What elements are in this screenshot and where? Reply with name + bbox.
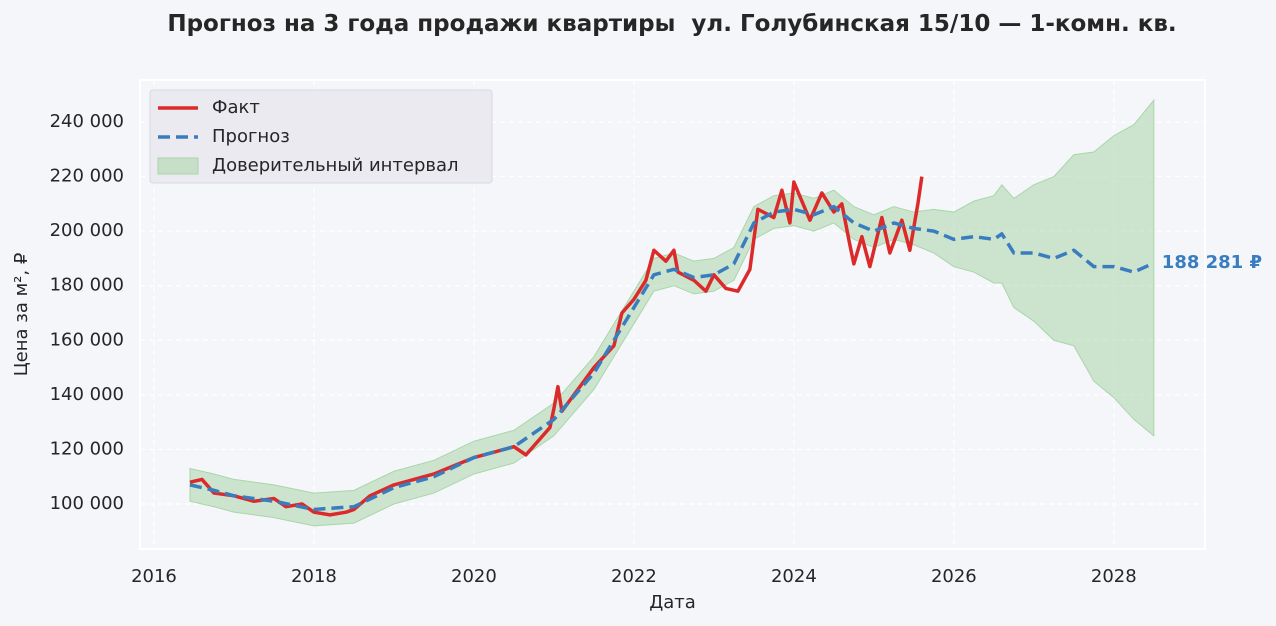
x-tick-label: 2018 — [291, 566, 337, 587]
y-tick-label: 100 000 — [50, 493, 124, 514]
y-tick-label: 120 000 — [50, 438, 124, 459]
annotation: 188 281 ₽ — [1162, 252, 1262, 273]
x-tick-label: 2016 — [131, 566, 177, 587]
x-axis-label: Дата — [649, 592, 696, 613]
y-tick-label: 140 000 — [50, 384, 124, 405]
line — [189, 176, 924, 517]
y-tick-label: 200 000 — [50, 220, 124, 241]
y-axis-label: Цена за м², ₽ — [11, 253, 32, 377]
y-tick-label: 220 000 — [50, 166, 124, 187]
legend-label: Прогноз — [212, 126, 290, 147]
x-tick-label: 2026 — [931, 566, 977, 587]
x-tick-label: 2020 — [451, 566, 497, 587]
legend-label: Факт — [212, 97, 260, 118]
chart-title: Прогноз на 3 года продажи квартиры ул. Г… — [167, 11, 1177, 37]
legend-label: Доверительный интервал — [212, 155, 459, 176]
legend-box — [149, 89, 493, 184]
legend-swatch — [157, 157, 199, 175]
y-tick-label: 240 000 — [50, 111, 124, 132]
x-tick-label: 2024 — [771, 566, 817, 587]
y-tick-label: 160 000 — [50, 329, 124, 350]
x-tick-label: 2028 — [1091, 566, 1137, 587]
x-tick-label: 2022 — [611, 566, 657, 587]
y-tick-label: 180 000 — [50, 275, 124, 296]
line — [189, 204, 1155, 512]
